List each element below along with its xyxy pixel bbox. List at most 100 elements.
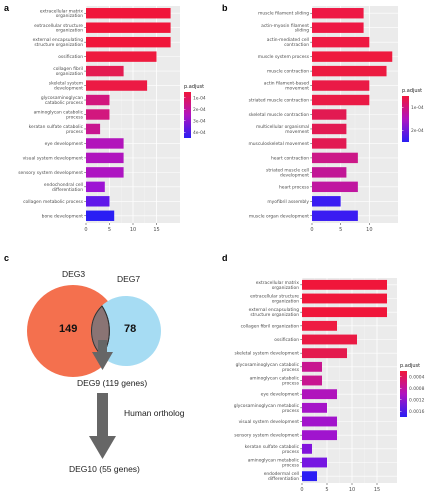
bar-a-9 — [86, 138, 124, 149]
category-label-d-8: eye development — [261, 392, 300, 398]
bar-a-14 — [86, 210, 115, 221]
x-tick-label-d-1: 5 — [325, 487, 328, 493]
x-tick-label-b-1: 5 — [339, 227, 342, 233]
category-label-b-5: actin filament-based movement — [264, 81, 310, 92]
category-label-b-3: muscle system process — [258, 54, 310, 60]
chart-a: extracellular matrix organization extracel… — [18, 6, 206, 233]
category-label-d-12: keratan sulfate catabolic process — [245, 444, 300, 455]
legend-colorbar-a — [184, 92, 191, 138]
legend-label-b-1: 2e-04 — [411, 128, 424, 134]
category-label-d-14: endodermal cell differentiation — [264, 471, 300, 482]
bar-b-7 — [312, 109, 347, 120]
bar-d-11 — [302, 430, 337, 441]
legend-label-d-2: 0.0012 — [409, 397, 425, 403]
category-label-d-5: skeletal system development — [234, 351, 299, 357]
legend-label-d-0: 0.0004 — [409, 374, 425, 380]
chart-d: extracellular matrix organization extracel… — [234, 278, 425, 493]
deg9-label: DEG9 (119 genes) — [77, 378, 148, 388]
category-label-d-4: ossification — [274, 337, 299, 343]
bar-b-0 — [312, 8, 364, 19]
bar-d-3 — [302, 320, 337, 331]
bar-d-7 — [302, 375, 322, 386]
bar-d-0 — [302, 279, 387, 290]
x-tick-label-b-0: 0 — [310, 227, 313, 233]
bar-d-5 — [302, 348, 347, 359]
bar-b-10 — [312, 152, 358, 164]
venn-count-deg7-only: 78 — [124, 323, 137, 335]
category-label-a-11: sensory system development — [18, 170, 83, 176]
legend-label-a-2: 3e-04 — [193, 118, 206, 124]
bar-a-8 — [86, 123, 101, 135]
bar-b-4 — [312, 65, 387, 77]
category-label-a-12: endochondral cell differentiation — [44, 182, 83, 193]
bar-d-14 — [302, 471, 317, 482]
x-tick-label-b-2: 10 — [366, 227, 372, 233]
category-label-d-7: aminoglycan catabolic process — [250, 376, 300, 387]
category-label-a-2: external encapsulating structure organiza… — [33, 37, 84, 48]
arrow-shaft-1 — [98, 340, 107, 354]
category-label-d-13: aminoglycan metabolic process — [248, 458, 300, 469]
category-label-a-3: ossification — [58, 54, 83, 60]
category-label-b-6: striated muscle contraction — [249, 98, 310, 104]
bar-d-8 — [302, 389, 337, 400]
category-label-b-4: muscle contraction — [267, 69, 309, 75]
category-label-b-13: myofibril assembly — [267, 199, 309, 205]
bar-b-1 — [312, 22, 364, 33]
bar-a-5 — [86, 80, 148, 91]
bar-a-11 — [86, 167, 124, 178]
venn-diagram: DEG3 DEG7 149 78 DEG9 (119 genes) Human … — [0, 250, 215, 500]
arrow-head-2 — [89, 436, 116, 459]
category-label-a-10: visual system development — [23, 155, 84, 161]
category-label-a-8: keratan sulfate catabolic process — [29, 124, 84, 135]
panel-letter-c: c — [4, 253, 10, 263]
x-tick-label-d-3: 15 — [374, 487, 380, 493]
legend-title-b: p.adjust — [402, 88, 422, 94]
category-label-b-14: muscle organ development — [249, 213, 309, 219]
legend-label-b-0: 1e-04 — [411, 105, 424, 111]
bar-b-8 — [312, 123, 347, 135]
category-label-a-1: extracellular structure organization — [34, 23, 83, 34]
panel-letter-a: a — [4, 3, 10, 13]
x-tick-label-a-2: 10 — [130, 227, 136, 233]
legend-colorbar-d — [400, 371, 407, 417]
bar-b-5 — [312, 80, 370, 91]
chart-b: muscle filament sliding actin-myosin fila… — [248, 6, 424, 233]
bar-b-14 — [312, 210, 358, 221]
bar-d-6 — [302, 361, 322, 372]
category-label-d-6: glycosaminoglycan catabolic process — [236, 362, 300, 373]
bar-b-3 — [312, 51, 393, 62]
category-label-b-10: heart contraction — [271, 155, 309, 161]
venn-circle-deg7 — [91, 296, 161, 366]
category-label-d-3: collagen fibril organization — [241, 323, 300, 329]
bar-d-9 — [302, 402, 327, 413]
category-label-b-12: heart process — [279, 184, 310, 190]
arrow-head-1 — [92, 352, 113, 370]
bar-a-6 — [86, 94, 110, 106]
venn-count-deg3-only: 149 — [59, 323, 78, 335]
panel-letter-d: d — [222, 253, 228, 263]
category-label-d-11: sensory system development — [234, 433, 299, 439]
bar-b-9 — [312, 138, 347, 149]
category-label-d-1: extracellular structure organization — [250, 294, 299, 305]
bar-d-1 — [302, 293, 387, 304]
category-label-a-5: skeletal system development — [49, 81, 83, 92]
category-label-d-0: extracellular matrix organization — [256, 280, 300, 291]
bar-a-10 — [86, 152, 124, 164]
bar-d-2 — [302, 307, 387, 318]
bar-a-13 — [86, 196, 110, 207]
category-label-b-2: actin-mediated cell contraction — [267, 37, 309, 48]
bar-a-12 — [86, 181, 105, 193]
arrow-shaft-2 — [97, 393, 108, 437]
category-label-a-0: extracellular matrix organization — [40, 8, 84, 19]
category-label-a-13: collagen metabolic process — [23, 199, 84, 205]
category-label-a-4: collagen fibril organization — [53, 66, 83, 77]
bar-a-3 — [86, 51, 157, 62]
legend-colorbar-b — [402, 96, 409, 142]
category-label-a-14: bone development — [42, 213, 84, 219]
bar-b-2 — [312, 36, 370, 48]
category-label-b-11: striated muscle cell development — [266, 167, 309, 178]
legend-title-d: p.adjust — [400, 363, 420, 369]
bar-d-13 — [302, 457, 327, 468]
bar-b-12 — [312, 181, 358, 193]
legend-title-a: p.adjust — [184, 84, 204, 90]
